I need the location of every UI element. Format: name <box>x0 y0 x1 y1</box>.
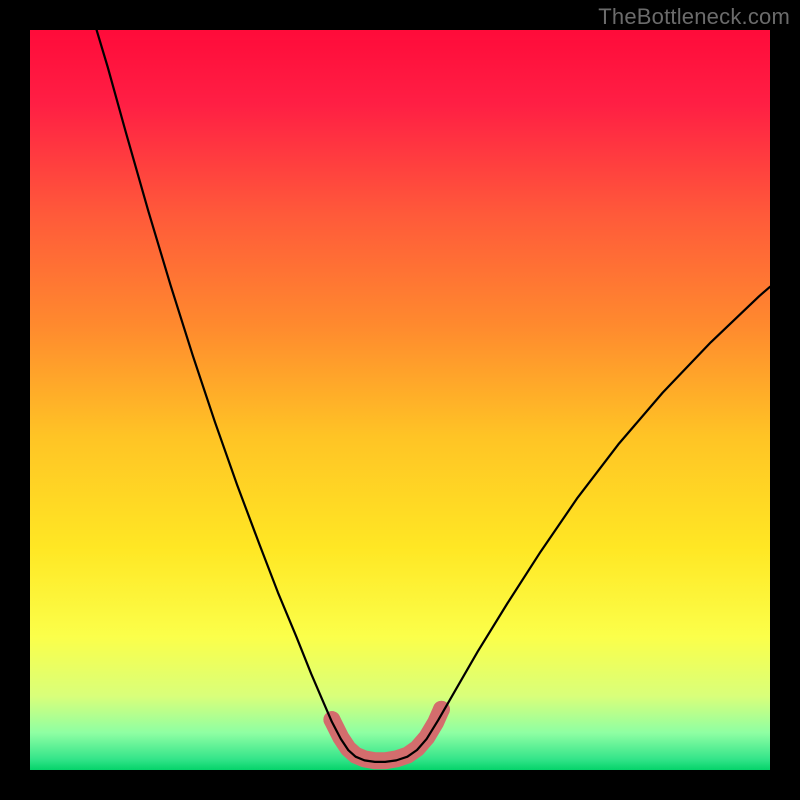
chart-container: TheBottleneck.com <box>0 0 800 800</box>
watermark-text: TheBottleneck.com <box>598 4 790 30</box>
bottleneck-chart <box>0 0 800 800</box>
plot-background <box>30 30 770 770</box>
